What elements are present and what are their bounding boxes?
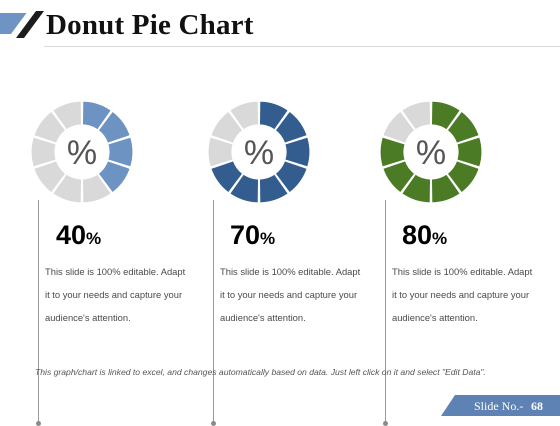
title-divider <box>44 46 560 47</box>
description-line: This slide is 100% editable. Adapt <box>392 266 533 277</box>
slide-number: 68 <box>531 399 543 413</box>
donut-segment-filled <box>446 110 481 145</box>
donut-segment-filled <box>107 136 134 168</box>
leader-dot <box>36 421 41 426</box>
leader-line <box>38 200 39 422</box>
donut-segment-filled <box>209 159 244 194</box>
percentage-number: 80 <box>402 220 433 250</box>
donut-segment-filled <box>284 136 311 168</box>
footnote: This graph/chart is linked to excel, and… <box>35 367 486 377</box>
donut-segment-filled <box>258 173 290 204</box>
donut-segment-filled <box>430 173 462 204</box>
description-line: it to your needs and capture your <box>220 289 358 300</box>
percentage-number: 70 <box>230 220 261 250</box>
donut-segment-filled <box>228 173 260 204</box>
description-text: This slide is 100% editable. Adapt it to… <box>45 260 195 329</box>
donut-chart-1: % <box>30 100 134 204</box>
donut-segment-empty <box>32 159 67 194</box>
percentage-number: 40 <box>56 220 87 250</box>
description-line: it to your needs and capture your <box>392 289 530 300</box>
donut-hole <box>56 126 108 178</box>
percentage-value: 80% <box>402 220 447 251</box>
donut-segment-filled <box>274 110 309 145</box>
donut-segment-filled <box>456 136 483 168</box>
donut-segment-filled <box>446 159 481 194</box>
donut-card-2: % 70% This slide is 100% editable. Adapt… <box>207 100 373 426</box>
donut-segment-empty <box>30 136 57 168</box>
donut-card-1: % 40% This slide is 100% editable. Adapt… <box>30 100 198 426</box>
title-bar: Donut Pie Chart <box>0 0 560 48</box>
donut-segment-filled <box>274 159 309 194</box>
percent-symbol-label: % <box>244 134 274 172</box>
donut-chart-3: % <box>379 100 483 204</box>
donut-segment-filled <box>258 100 290 131</box>
donut-segment-empty <box>207 136 234 168</box>
leader-line <box>385 200 386 422</box>
donut-segment-empty <box>51 173 83 204</box>
slide-number-badge: Slide No.- 68 <box>441 395 560 416</box>
donut-hole <box>405 126 457 178</box>
percentage-symbol: % <box>260 229 276 248</box>
donut-segment-empty <box>381 110 416 145</box>
percentage-value: 70% <box>230 220 275 251</box>
description-line: audience's attention. <box>45 312 131 323</box>
donut-segment-filled <box>379 136 406 168</box>
description-line: This slide is 100% editable. Adapt <box>220 266 361 277</box>
donut-segment-empty <box>228 100 260 131</box>
donut-segment-filled <box>400 173 432 204</box>
donut-segment-filled <box>381 159 416 194</box>
badge-notch <box>441 395 455 416</box>
description-line: it to your needs and capture your <box>45 289 183 300</box>
description-line: This slide is 100% editable. Adapt <box>45 266 186 277</box>
percent-symbol-label: % <box>67 134 97 172</box>
donut-segment-empty <box>400 100 432 131</box>
donut-segment-filled <box>81 100 113 131</box>
percentage-value: 40% <box>56 220 101 251</box>
description-text: This slide is 100% editable. Adapt it to… <box>392 260 542 329</box>
donut-segment-filled <box>97 110 132 145</box>
donut-chart-2: % <box>207 100 311 204</box>
leader-line <box>213 200 214 422</box>
donut-segment-filled <box>97 159 132 194</box>
description-line: audience's attention. <box>220 312 306 323</box>
slide-number-label: Slide No.- <box>474 399 524 413</box>
donut-segment-empty <box>209 110 244 145</box>
donut-segment-empty <box>32 110 67 145</box>
percent-symbol-label: % <box>416 134 446 172</box>
donut-hole <box>233 126 285 178</box>
title-accent-shape <box>0 11 46 38</box>
donut-segment-empty <box>81 173 113 204</box>
description-text: This slide is 100% editable. Adapt it to… <box>220 260 370 329</box>
percentage-symbol: % <box>432 229 448 248</box>
donut-segment-filled <box>430 100 462 131</box>
description-line: audience's attention. <box>392 312 478 323</box>
leader-dot <box>383 421 388 426</box>
page-title: Donut Pie Chart <box>46 9 254 41</box>
percentage-symbol: % <box>86 229 102 248</box>
donut-card-3: % 80% This slide is 100% editable. Adapt… <box>379 100 545 426</box>
donut-segment-empty <box>51 100 83 131</box>
leader-dot <box>211 421 216 426</box>
